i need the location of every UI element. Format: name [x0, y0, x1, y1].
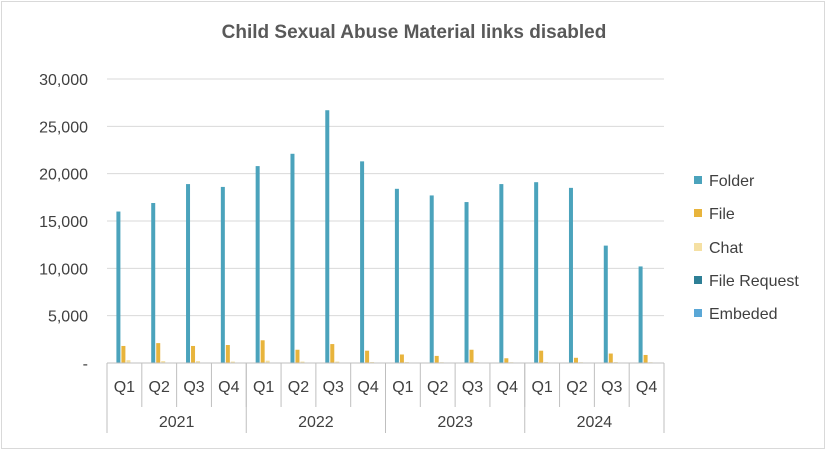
- bar-chat: [265, 360, 270, 363]
- bar-folder: [464, 202, 469, 363]
- x-tick-label-quarter: Q2: [566, 379, 587, 396]
- bar-folder: [568, 187, 573, 363]
- bar-folder: [534, 182, 539, 363]
- bar-folder: [429, 195, 434, 363]
- y-tick-label: 30,000: [39, 72, 88, 89]
- y-tick-label: 25,000: [39, 119, 88, 136]
- bar-folder: [360, 161, 365, 363]
- bar-file: [121, 345, 126, 363]
- legend-label-folder: Folder: [709, 173, 755, 190]
- bar-file: [365, 350, 370, 363]
- legend-swatch-file-request: [694, 276, 702, 284]
- x-tick-label-quarter: Q2: [427, 379, 448, 396]
- x-tick-label-quarter: Q4: [218, 379, 239, 396]
- x-tick-label-quarter: Q1: [392, 379, 413, 396]
- bar-folder: [151, 203, 156, 363]
- x-tick-label-quarter: Q3: [462, 379, 483, 396]
- bar-file: [504, 358, 509, 363]
- bar-file: [399, 354, 404, 363]
- y-tick-label: 20,000: [39, 167, 88, 184]
- bar-file: [434, 355, 439, 363]
- bar-file: [295, 349, 300, 363]
- bar-folder: [290, 153, 295, 363]
- bar-file: [191, 345, 196, 363]
- legend-label-embeded: Embeded: [709, 306, 778, 323]
- bar-file: [330, 344, 335, 363]
- x-tick-label-year: 2024: [577, 414, 613, 431]
- bar-chat: [126, 360, 131, 363]
- x-tick-label-year: 2022: [298, 414, 334, 431]
- legend-swatch-folder: [694, 176, 702, 184]
- bar-file: [156, 343, 161, 363]
- legend-swatch-file: [694, 209, 702, 217]
- chart-title: Child Sexual Abuse Material links disabl…: [222, 22, 607, 43]
- x-tick-label-year: 2023: [437, 414, 473, 431]
- bar-file: [539, 350, 544, 363]
- bar-folder: [255, 166, 260, 363]
- bar-chat: [196, 361, 201, 363]
- bar-chat: [161, 361, 166, 363]
- x-tick-label-quarter: Q2: [288, 379, 309, 396]
- x-tick-label-quarter: Q3: [183, 379, 204, 396]
- y-tick-label: 15,000: [39, 214, 88, 231]
- bar-folder: [499, 184, 504, 363]
- x-tick-label-quarter: Q2: [149, 379, 170, 396]
- x-tick-label-year: 2021: [159, 414, 195, 431]
- legend-label-file-request: File Request: [709, 273, 799, 290]
- bar-chat: [335, 361, 340, 363]
- bar-folder: [603, 245, 608, 363]
- bar-folder: [116, 211, 121, 363]
- bar-folder: [325, 110, 330, 364]
- bar-folder: [186, 184, 191, 363]
- bar-chat: [230, 361, 235, 363]
- x-tick-label-quarter: Q1: [114, 379, 135, 396]
- bar-file: [469, 349, 474, 363]
- y-tick-label: 10,000: [39, 261, 88, 278]
- bar-folder: [220, 186, 225, 363]
- bar-folder: [638, 266, 643, 363]
- y-tick-label: -: [83, 356, 88, 373]
- bar-chat: [300, 361, 305, 363]
- bar-file: [643, 354, 648, 363]
- x-tick-label-quarter: Q3: [323, 379, 344, 396]
- bar-file: [573, 357, 578, 363]
- x-tick-label-quarter: Q4: [357, 379, 378, 396]
- bar-file: [608, 353, 613, 363]
- legend-label-file: File: [709, 206, 735, 223]
- x-tick-label-quarter: Q4: [497, 379, 518, 396]
- x-tick-label-quarter: Q3: [601, 379, 622, 396]
- x-tick-label-quarter: Q4: [636, 379, 657, 396]
- bar-file: [260, 340, 265, 363]
- x-tick-label-quarter: Q1: [253, 379, 274, 396]
- legend-swatch-chat: [694, 243, 702, 251]
- x-tick-label-quarter: Q1: [531, 379, 552, 396]
- legend-label-chat: Chat: [709, 240, 743, 257]
- legend-swatch-embeded: [694, 309, 702, 317]
- y-tick-label: 5,000: [48, 309, 88, 326]
- bar-file: [225, 345, 230, 363]
- bar-folder: [394, 188, 399, 363]
